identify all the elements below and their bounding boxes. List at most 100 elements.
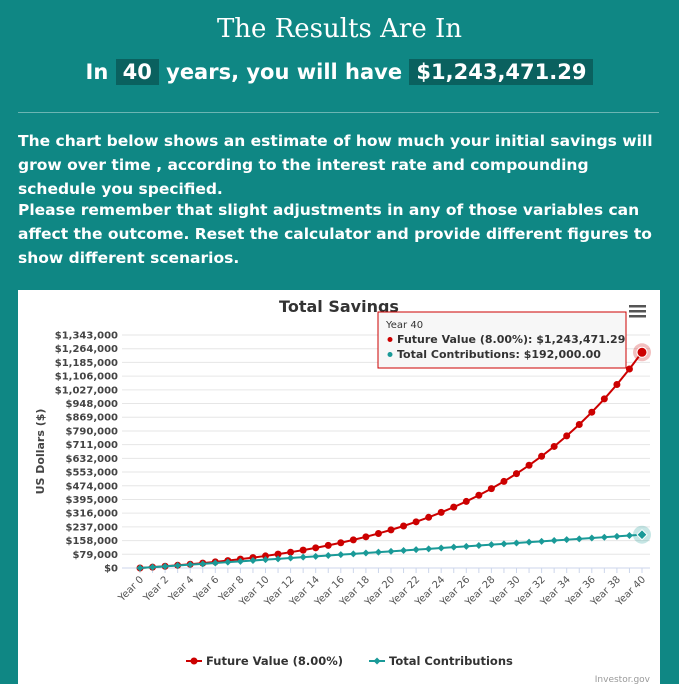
- diamond-marker: [450, 543, 458, 551]
- x-tick-label: Year 2: [141, 574, 171, 604]
- circle-marker: [513, 470, 520, 478]
- legend-label: Future Value (8.00%): [206, 654, 343, 668]
- divider: [18, 112, 659, 113]
- diamond-marker: [299, 553, 307, 561]
- x-tick-label: Year 6: [191, 574, 221, 604]
- y-axis-title: US Dollars ($): [34, 409, 47, 495]
- tooltip-box: [377, 311, 627, 369]
- diamond-marker: [274, 555, 282, 563]
- diamond-marker: [500, 540, 508, 548]
- diamond-marker: [186, 561, 194, 569]
- paragraph: The chart below shows an estimate of how…: [18, 132, 653, 198]
- circle-marker: [362, 533, 370, 541]
- circle-marker: [636, 346, 648, 358]
- diamond-marker: [136, 564, 144, 572]
- circle-marker: [450, 503, 458, 511]
- diamond-marker: [588, 534, 596, 542]
- y-tick-label: $474,000: [65, 481, 118, 492]
- diamond-marker: [513, 539, 520, 547]
- tooltip-dot: [387, 337, 393, 342]
- diamond-marker: [636, 528, 648, 541]
- diamond-marker: [538, 537, 546, 545]
- circle-marker: [487, 485, 495, 493]
- circle-marker: [299, 546, 307, 554]
- diamond-marker: [400, 547, 408, 555]
- diamond-marker: [337, 551, 345, 559]
- total-box: $1,243,471.29: [409, 59, 594, 85]
- diamond-marker: [563, 536, 571, 544]
- diamond-marker: [387, 547, 395, 555]
- circle-marker: [588, 408, 596, 416]
- circle-marker: [262, 552, 269, 560]
- y-tick-label: $1,106,000: [55, 372, 118, 383]
- y-tick-label: $711,000: [65, 440, 118, 451]
- diamond-marker: [362, 549, 370, 557]
- paragraph: Please remember that slight adjustments …: [18, 201, 652, 267]
- y-tick-label: $1,027,000: [55, 385, 118, 396]
- diamond-marker: [287, 554, 295, 562]
- tooltip-title: Year 40: [385, 320, 423, 331]
- circle-marker: [324, 541, 332, 549]
- y-tick-label: $1,343,000: [55, 331, 118, 342]
- tooltip: Year 40 Future Value (8.00%): $1,243,471.…: [377, 311, 627, 369]
- circle-marker: [190, 657, 198, 665]
- circle-marker: [349, 536, 357, 544]
- x-tick-label: Year 4: [166, 574, 196, 604]
- y-tick-label: $158,000: [65, 536, 118, 547]
- circle-marker: [274, 550, 282, 558]
- diamond-marker: [613, 532, 621, 540]
- summary-middle: years, you will have: [166, 60, 403, 84]
- y-tick-label: $237,000: [65, 522, 118, 533]
- y-tick-label: $0: [104, 564, 118, 575]
- circle-marker: [538, 452, 546, 460]
- circle-marker: [287, 548, 295, 556]
- diamond-marker: [224, 558, 232, 566]
- diamond-marker: [324, 552, 332, 560]
- diamond-marker: [437, 544, 445, 552]
- chart: Total Savings US Dollars ($) $0 $79,000 $158…: [34, 297, 651, 684]
- circle-marker: [387, 526, 395, 534]
- diamond-marker: [161, 562, 169, 570]
- credit: Investor.gov: [595, 675, 651, 684]
- circle-marker: [625, 365, 633, 373]
- diamond-marker: [199, 560, 207, 568]
- menu-bar: [629, 310, 646, 313]
- menu-bar: [629, 305, 646, 308]
- circle-marker: [613, 381, 621, 389]
- circle-marker: [563, 432, 571, 440]
- y-tick-label: $1,185,000: [55, 358, 118, 369]
- diamond-marker: [349, 550, 357, 558]
- circle-marker: [500, 477, 508, 485]
- diamond-marker: [149, 563, 157, 571]
- circle-marker: [475, 491, 483, 499]
- tooltip-line: Total Contributions: $192,000.00: [397, 348, 601, 361]
- tooltip-dot: [387, 352, 393, 357]
- summary-prefix: In: [85, 60, 109, 84]
- diamond-marker: [262, 556, 269, 564]
- diamond-marker: [425, 545, 433, 553]
- y-tick-label: $948,000: [65, 399, 118, 410]
- circle-marker: [525, 461, 533, 469]
- diamond-marker: [249, 557, 257, 565]
- diamond-marker: [211, 559, 219, 567]
- results-title: The Results Are In: [216, 14, 463, 44]
- diamond-marker: [312, 552, 320, 560]
- circle-marker: [400, 522, 408, 530]
- years-box: 40: [115, 59, 159, 85]
- y-tick-label: $632,000: [65, 454, 118, 465]
- diamond-marker: [525, 538, 533, 546]
- diamond-marker: [236, 557, 244, 565]
- results-summary: In 40 years, you will have $1,243,471.29: [0, 59, 679, 85]
- legend-label: Total Contributions: [389, 654, 513, 668]
- y-tick-label: $553,000: [65, 468, 118, 479]
- y-tick-label: $316,000: [65, 509, 118, 520]
- series-line: [139, 351, 643, 569]
- diamond-marker: [174, 562, 182, 570]
- x-tick-label: Year 0: [116, 574, 146, 604]
- diamond-marker: [550, 537, 558, 545]
- circle-marker: [437, 508, 445, 516]
- diamond-marker: [412, 546, 420, 554]
- diamond-marker: [487, 541, 495, 549]
- circle-marker: [312, 544, 320, 552]
